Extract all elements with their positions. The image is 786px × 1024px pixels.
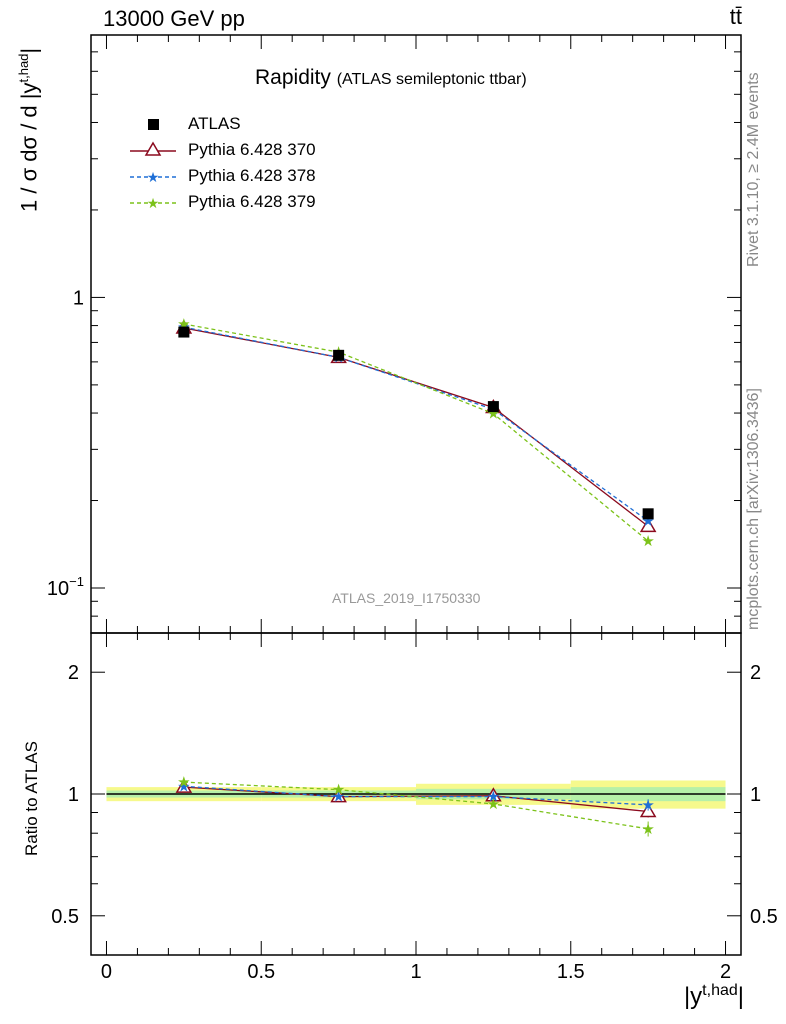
x-tick-label: 2	[720, 961, 731, 983]
legend-label-atlas: ATLAS	[188, 114, 241, 133]
x-tick-label: 1.5	[557, 961, 585, 983]
chart-title: Rapidity (ATLAS semileptonic ttbar)	[255, 66, 527, 90]
data-point	[178, 326, 190, 338]
series-line-3	[183, 323, 649, 542]
ratio-point: ★	[641, 796, 654, 814]
ratio-tick-label: 1	[68, 784, 79, 806]
ratio-axis-label: Ratio to ATLAS	[22, 741, 41, 856]
process-label: tt̄	[729, 4, 742, 29]
y-tick-label: 1	[73, 287, 84, 309]
data-point	[333, 349, 345, 361]
energy-label: 13000 GeV pp	[103, 6, 245, 31]
chart-title-main: Rapidity	[255, 66, 331, 89]
ratio-point: ★	[177, 773, 190, 791]
series-line-2	[183, 326, 649, 522]
y-axis-label: 1 / σ dσ / d |yt,had|	[16, 47, 42, 212]
legend-swatch-pythia-379: ★	[130, 196, 176, 212]
legend-label-pythia-370: Pythia 6.428 370	[188, 140, 316, 159]
ratio-point: ★	[487, 795, 500, 813]
legend-swatch-pythia-370	[130, 141, 176, 156]
x-tick-label: 1	[410, 961, 421, 983]
series-point: ★	[641, 532, 654, 550]
ratio-point: ★	[487, 788, 500, 806]
x-tick-label: 0.5	[247, 961, 275, 983]
series-line-1	[183, 327, 649, 527]
legend-label-pythia-378: Pythia 6.428 378	[188, 166, 316, 185]
ratio-tick-label: 0.5	[51, 906, 79, 928]
series-point	[639, 517, 657, 533]
ratio-tick-label-right: 2	[750, 662, 761, 684]
ratio-tick-label: 2	[68, 662, 79, 684]
legend-swatch-atlas	[148, 119, 159, 130]
ratio-point	[485, 787, 502, 802]
legend-swatch-pythia-378: ★	[130, 170, 176, 186]
y-tick-label: 10−1	[47, 574, 84, 600]
ratio-point: ★	[332, 788, 345, 806]
ratio-tick-label-right: 1	[750, 784, 761, 806]
source-label: mcplots.cern.ch [arXiv:1306.3436]	[745, 388, 762, 630]
ratio-point: ★	[332, 781, 345, 799]
svg-text:★: ★	[147, 170, 160, 186]
chart-subtitle: (ATLAS semileptonic ttbar)	[336, 71, 527, 88]
analysis-id: ATLAS_2019_I1750330	[332, 590, 481, 606]
rivet-label: Rivet 3.1.10, ≥ 2.4M events	[745, 72, 762, 267]
data-point	[642, 508, 654, 520]
ratio-point: ★	[641, 820, 654, 838]
data-point	[487, 401, 499, 413]
svg-text:★: ★	[147, 196, 160, 212]
ratio-tick-label-right: 0.5	[750, 906, 778, 928]
x-tick-label: 0	[101, 961, 112, 983]
legend-label-pythia-379: Pythia 6.428 379	[188, 192, 316, 211]
ratio-line-3	[183, 781, 649, 830]
x-axis-label: |yt,had|	[683, 982, 744, 1010]
